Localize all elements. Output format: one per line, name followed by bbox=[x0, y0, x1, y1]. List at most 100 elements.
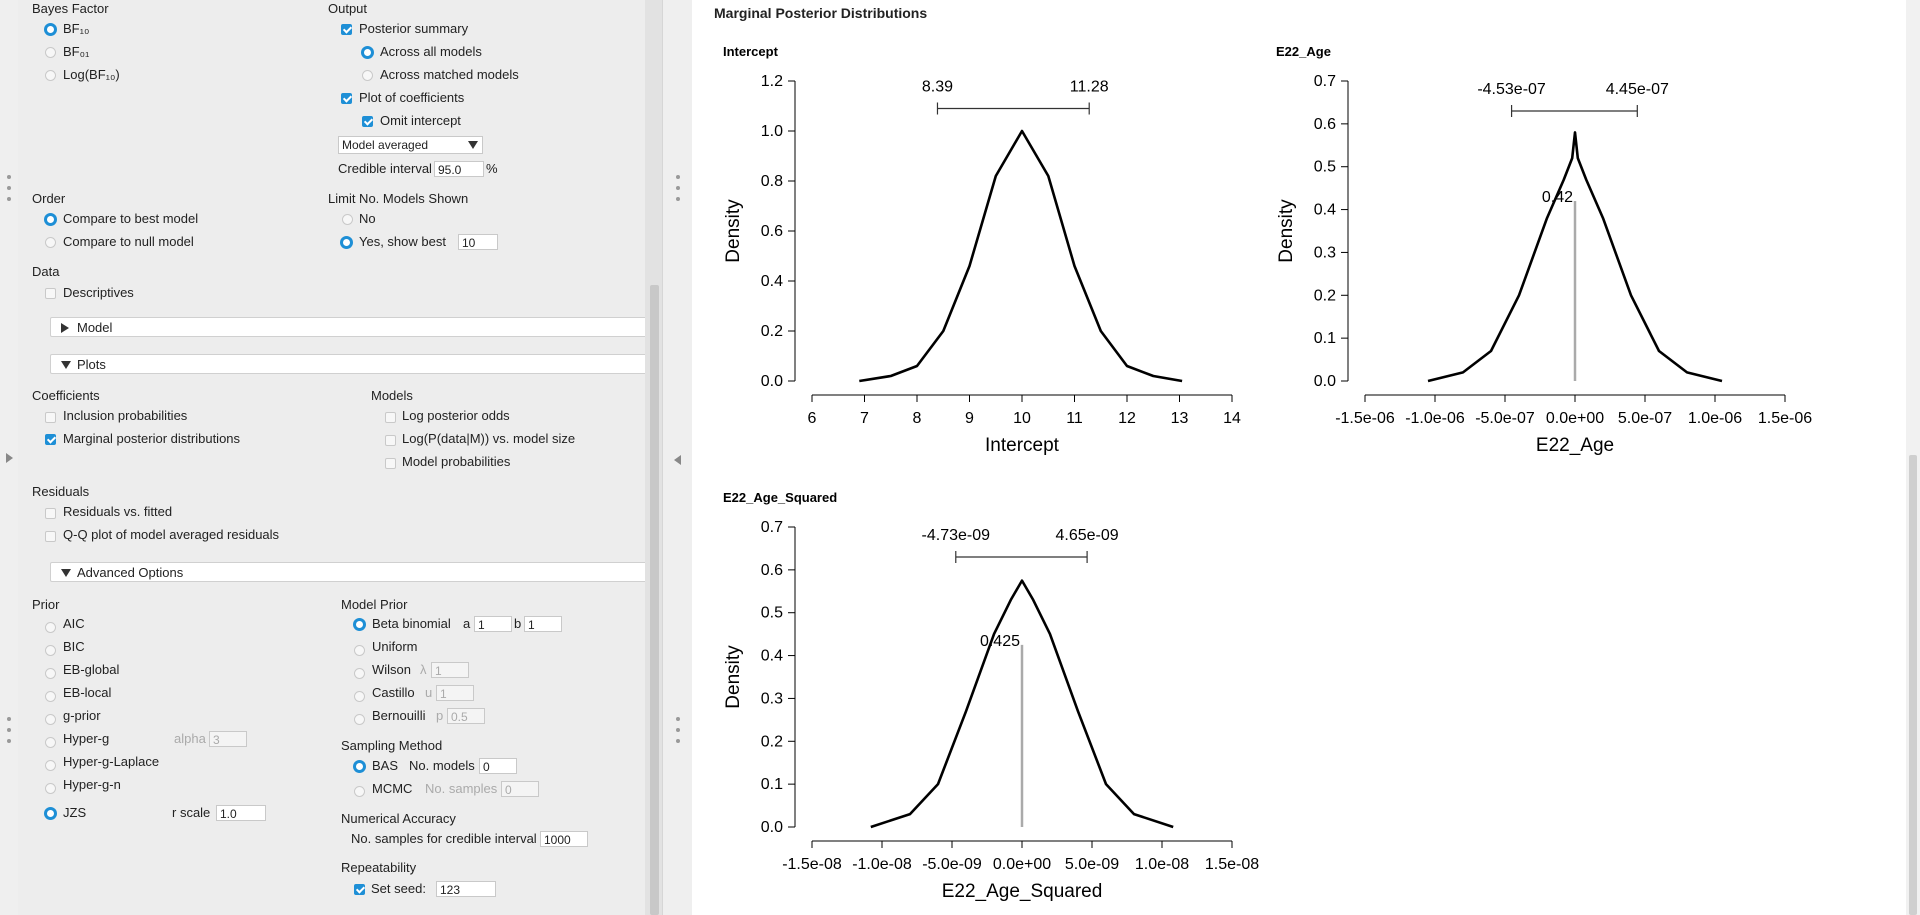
bas-radio[interactable] bbox=[353, 760, 366, 773]
advanced-options-label: Advanced Options bbox=[77, 565, 184, 580]
model-section-label: Model bbox=[77, 320, 113, 335]
alpha-input[interactable]: 3 bbox=[209, 731, 247, 747]
across-all-models-label: Across all models bbox=[380, 44, 482, 59]
across-all-models-radio[interactable] bbox=[361, 46, 374, 59]
prior-jzs-label: JZS bbox=[63, 805, 87, 820]
credible-interval-input[interactable]: 95.0 bbox=[434, 161, 484, 177]
model-averaged-dropdown[interactable]: Model averaged bbox=[338, 136, 483, 154]
y-tick-label: 0.6 bbox=[761, 562, 783, 579]
chevron-down-icon bbox=[61, 361, 71, 369]
limit-no-radio[interactable] bbox=[342, 214, 353, 225]
data-title: Data bbox=[32, 264, 60, 279]
middle-splitter[interactable] bbox=[662, 0, 694, 915]
y-axis-label: Density bbox=[723, 199, 744, 263]
b-input[interactable]: 1 bbox=[524, 616, 562, 632]
limit-yes-radio[interactable] bbox=[340, 236, 353, 249]
set-seed-checkbox[interactable] bbox=[354, 884, 365, 895]
x-tick-label: 5.0e-07 bbox=[1618, 410, 1672, 427]
uniform-label: Uniform bbox=[372, 639, 418, 654]
options-scrollbar-thumb[interactable] bbox=[650, 285, 659, 915]
x-tick-label: 6 bbox=[808, 410, 817, 427]
prior-eb-local-radio[interactable] bbox=[45, 691, 56, 702]
x-tick-label: -1.5e-08 bbox=[782, 856, 842, 873]
bernoulli-radio[interactable] bbox=[354, 714, 365, 725]
a-input[interactable]: 1 bbox=[474, 616, 512, 632]
plots-section-header[interactable]: Plots bbox=[50, 354, 654, 374]
wilson-radio[interactable] bbox=[354, 668, 365, 679]
rscale-input[interactable]: 1.0 bbox=[216, 805, 266, 821]
uniform-radio[interactable] bbox=[354, 645, 365, 656]
inclusion-probabilities-checkbox[interactable] bbox=[45, 412, 56, 423]
lambda-input[interactable]: 1 bbox=[431, 662, 469, 678]
model-probabilities-label: Model probabilities bbox=[402, 454, 511, 469]
omit-intercept-checkbox[interactable] bbox=[362, 116, 373, 127]
u-input[interactable]: 1 bbox=[436, 685, 474, 701]
mcmc-radio[interactable] bbox=[354, 786, 365, 797]
p-input[interactable]: 0.5 bbox=[447, 708, 485, 724]
y-tick-label: 0.8 bbox=[761, 173, 783, 190]
x-tick-label: -5.0e-09 bbox=[922, 856, 982, 873]
prior-hyper-g-laplace-label: Hyper-g-Laplace bbox=[63, 754, 160, 769]
results-scrollbar-thumb[interactable] bbox=[1909, 455, 1917, 915]
prior-aic-label: AIC bbox=[63, 616, 85, 631]
prior-g-prior-radio[interactable] bbox=[45, 714, 56, 725]
model-probabilities-checkbox[interactable] bbox=[385, 458, 396, 469]
log-p-data-checkbox[interactable] bbox=[385, 435, 396, 446]
lambda-label: λ bbox=[420, 662, 427, 677]
plot-coefficients-checkbox[interactable] bbox=[341, 93, 352, 104]
model-prior-title: Model Prior bbox=[341, 597, 408, 612]
drag-handle-icon[interactable] bbox=[676, 175, 680, 201]
y-tick-label: 0.5 bbox=[1314, 159, 1336, 176]
advanced-options-header[interactable]: Advanced Options bbox=[50, 562, 654, 582]
logbf10-radio[interactable] bbox=[45, 70, 56, 81]
log-p-data-label: Log(P(data|M)) vs. model size bbox=[402, 431, 576, 446]
residuals-title: Residuals bbox=[32, 484, 90, 499]
no-samples-input[interactable]: 0 bbox=[501, 781, 539, 797]
across-matched-models-radio[interactable] bbox=[362, 70, 373, 81]
y-axis-label: Density bbox=[723, 645, 744, 709]
results-panel: Marginal Posterior Distributions Interce… bbox=[692, 0, 1906, 915]
residuals-vs-fitted-checkbox[interactable] bbox=[45, 508, 56, 519]
descriptives-checkbox[interactable] bbox=[45, 288, 56, 299]
limit-yes-label: Yes, show best bbox=[359, 234, 446, 249]
model-section-header[interactable]: Model bbox=[50, 317, 654, 337]
density-curve bbox=[1427, 131, 1723, 383]
no-models-input[interactable]: 0 bbox=[479, 758, 517, 774]
prior-bic-radio[interactable] bbox=[45, 645, 56, 656]
expand-arrow-icon[interactable] bbox=[6, 453, 13, 463]
credible-interval-upper-label: 4.65e-09 bbox=[1056, 527, 1119, 544]
prior-eb-global-label: EB-global bbox=[63, 662, 120, 677]
x-tick-label: 5.0e-09 bbox=[1065, 856, 1119, 873]
drag-handle-icon[interactable] bbox=[7, 717, 11, 743]
prior-eb-global-radio[interactable] bbox=[45, 668, 56, 679]
collapse-arrow-icon[interactable] bbox=[674, 455, 681, 465]
x-axis-label: E22_Age_Squared bbox=[942, 881, 1103, 902]
b-label: b bbox=[514, 616, 522, 631]
prior-hyper-g-laplace-radio[interactable] bbox=[45, 760, 56, 771]
compare-null-radio[interactable] bbox=[45, 237, 56, 248]
y-tick-label: 0.4 bbox=[761, 273, 783, 290]
beta-binomial-radio[interactable] bbox=[353, 618, 366, 631]
compare-best-radio[interactable] bbox=[44, 213, 57, 226]
marginal-posterior-checkbox[interactable] bbox=[45, 434, 56, 445]
limit-models-input[interactable]: 10 bbox=[458, 234, 498, 250]
drag-handle-icon[interactable] bbox=[7, 175, 11, 201]
x-tick-label: 0.0e+00 bbox=[1546, 410, 1604, 427]
log-posterior-odds-checkbox[interactable] bbox=[385, 412, 396, 423]
prior-aic-radio[interactable] bbox=[45, 622, 56, 633]
prior-hyper-g-radio[interactable] bbox=[45, 737, 56, 748]
castillo-radio[interactable] bbox=[354, 691, 365, 702]
left-collapse-bar[interactable] bbox=[0, 0, 19, 915]
coefficients-title: Coefficients bbox=[32, 388, 100, 403]
drag-handle-icon[interactable] bbox=[676, 717, 680, 743]
limit-no-label: No bbox=[359, 211, 376, 226]
posterior-summary-checkbox[interactable] bbox=[341, 24, 352, 35]
bf10-radio[interactable] bbox=[44, 23, 57, 36]
output-title: Output bbox=[328, 1, 368, 16]
bf01-radio[interactable] bbox=[45, 47, 56, 58]
qq-plot-checkbox[interactable] bbox=[45, 531, 56, 542]
prior-jzs-radio[interactable] bbox=[44, 807, 57, 820]
seed-input[interactable]: 123 bbox=[436, 881, 496, 897]
numerical-input[interactable]: 1000 bbox=[540, 831, 588, 847]
prior-hyper-g-n-radio[interactable] bbox=[45, 783, 56, 794]
